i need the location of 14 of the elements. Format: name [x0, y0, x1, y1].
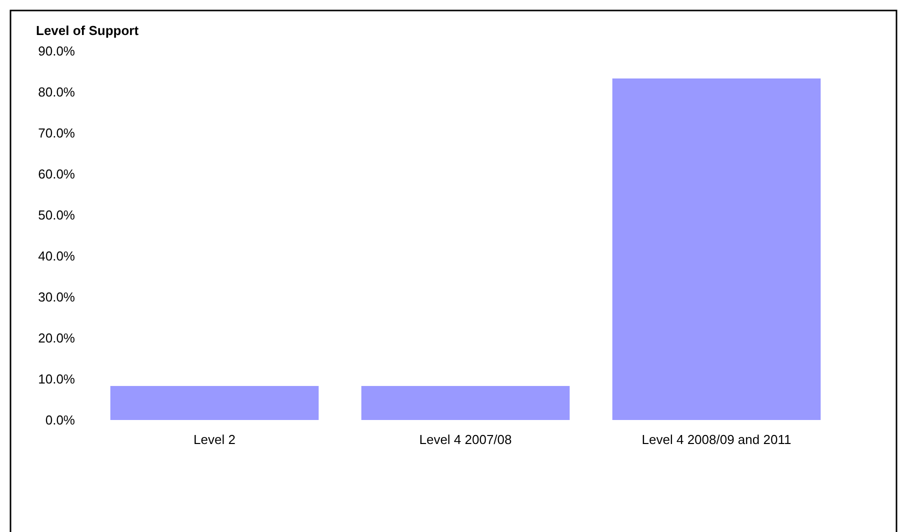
- x-tick-label: Level 4 2007/08: [419, 432, 512, 447]
- y-tick-label: 90.0%: [38, 44, 76, 59]
- y-tick-label: 30.0%: [38, 290, 76, 305]
- y-tick-label: 60.0%: [38, 166, 76, 182]
- y-tick-label: 40.0%: [38, 248, 76, 264]
- y-tick-label: 50.0%: [38, 208, 76, 223]
- chart-title: Level of Support: [36, 23, 140, 38]
- y-tick-label: 80.0%: [38, 84, 76, 100]
- x-tick-label: Level 4 2008/09 and 2011: [642, 432, 792, 447]
- y-tick-label: 20.0%: [38, 330, 76, 346]
- x-tick-label: Level 2: [194, 432, 236, 447]
- y-tick-label: 0.0%: [45, 412, 76, 428]
- y-tick-label: 70.0%: [38, 126, 76, 141]
- y-tick-label: 10.0%: [38, 372, 76, 387]
